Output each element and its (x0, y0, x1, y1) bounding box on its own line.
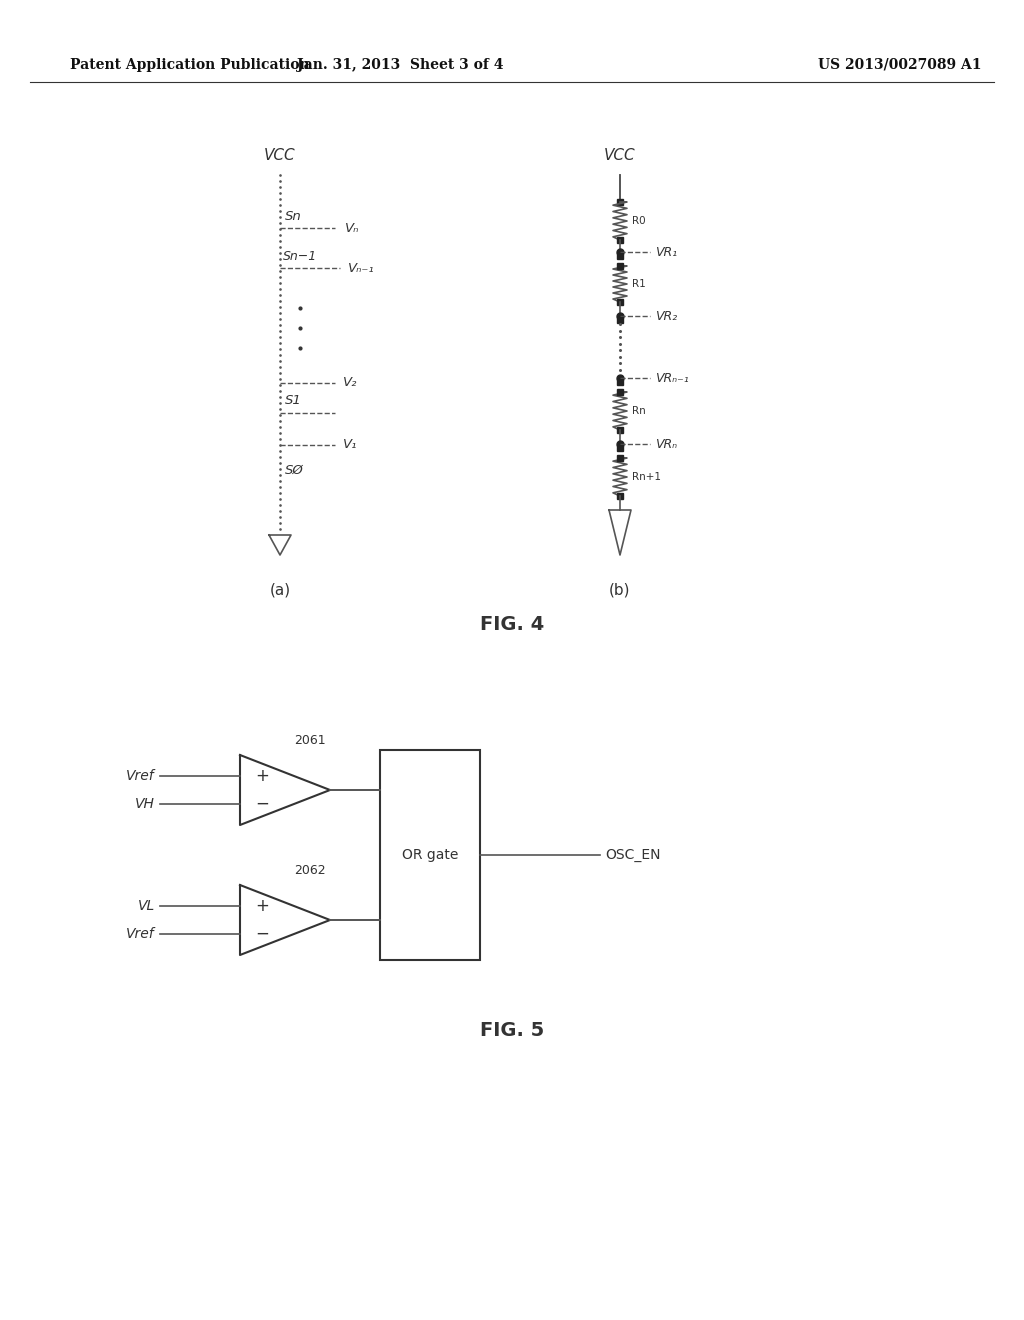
Text: VH: VH (135, 797, 155, 810)
Text: VL: VL (138, 899, 155, 913)
Text: Rn+1: Rn+1 (632, 473, 662, 482)
Text: VCC: VCC (264, 148, 296, 162)
Text: Vₙ₋₁: Vₙ₋₁ (348, 261, 375, 275)
Text: (a): (a) (269, 582, 291, 598)
Text: Sn−1: Sn−1 (283, 249, 317, 263)
Text: Vref: Vref (126, 927, 155, 941)
Text: R0: R0 (632, 216, 645, 226)
Text: VRₙ₋₁: VRₙ₋₁ (655, 371, 689, 384)
Text: VCC: VCC (604, 148, 636, 162)
Text: SØ: SØ (285, 463, 304, 477)
Text: R1: R1 (632, 279, 646, 289)
Text: V₁: V₁ (343, 438, 357, 451)
Text: 2062: 2062 (294, 863, 326, 876)
Text: OSC_EN: OSC_EN (605, 847, 660, 862)
Text: +: + (255, 767, 269, 785)
FancyBboxPatch shape (380, 750, 480, 960)
Text: US 2013/0027089 A1: US 2013/0027089 A1 (818, 58, 982, 73)
Text: VR₁: VR₁ (655, 246, 677, 259)
Text: −: − (255, 925, 269, 942)
Text: FIG. 4: FIG. 4 (480, 615, 544, 635)
Text: FIG. 5: FIG. 5 (480, 1020, 544, 1040)
Text: (b): (b) (609, 582, 631, 598)
Text: VRₙ: VRₙ (655, 437, 677, 450)
Text: +: + (255, 898, 269, 915)
Text: OR gate: OR gate (401, 847, 458, 862)
Text: Rn: Rn (632, 407, 646, 416)
Text: Sn: Sn (285, 210, 302, 223)
Text: V₂: V₂ (343, 376, 357, 389)
Text: 2061: 2061 (294, 734, 326, 747)
Text: VR₂: VR₂ (655, 309, 677, 322)
Text: Vₙ: Vₙ (345, 222, 359, 235)
Text: Patent Application Publication: Patent Application Publication (70, 58, 309, 73)
Text: −: − (255, 795, 269, 813)
Text: Vref: Vref (126, 770, 155, 783)
Text: Jan. 31, 2013  Sheet 3 of 4: Jan. 31, 2013 Sheet 3 of 4 (297, 58, 503, 73)
Text: S1: S1 (285, 395, 302, 408)
